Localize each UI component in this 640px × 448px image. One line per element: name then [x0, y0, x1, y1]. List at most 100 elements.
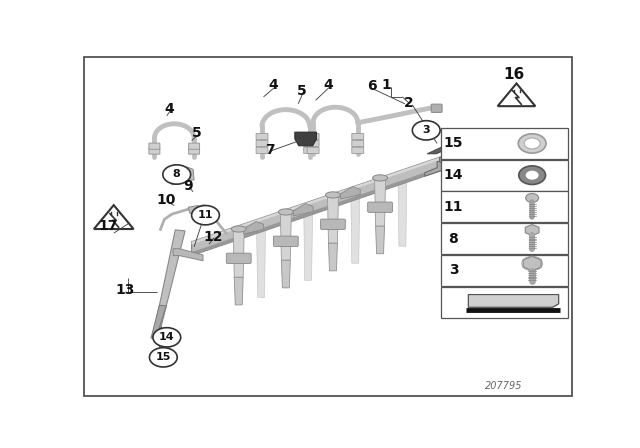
FancyBboxPatch shape	[441, 128, 568, 159]
Text: 3: 3	[422, 125, 430, 135]
Polygon shape	[234, 277, 243, 305]
Polygon shape	[398, 172, 407, 246]
Polygon shape	[191, 168, 440, 255]
Text: 8: 8	[449, 232, 458, 246]
Polygon shape	[340, 186, 360, 199]
Text: 11: 11	[444, 200, 463, 214]
FancyBboxPatch shape	[321, 219, 346, 229]
Polygon shape	[280, 214, 291, 260]
FancyBboxPatch shape	[367, 202, 392, 212]
Circle shape	[518, 134, 546, 153]
Ellipse shape	[278, 209, 293, 215]
Polygon shape	[440, 155, 447, 171]
FancyBboxPatch shape	[441, 223, 568, 254]
Text: 11: 11	[198, 210, 213, 220]
Text: 5: 5	[298, 84, 307, 98]
FancyBboxPatch shape	[441, 287, 568, 318]
FancyBboxPatch shape	[84, 56, 572, 396]
Polygon shape	[468, 294, 559, 307]
Text: 13: 13	[115, 283, 134, 297]
Polygon shape	[154, 230, 185, 332]
FancyBboxPatch shape	[256, 147, 268, 154]
Polygon shape	[173, 249, 203, 261]
FancyBboxPatch shape	[304, 134, 316, 140]
Polygon shape	[523, 256, 541, 271]
Circle shape	[150, 348, 177, 367]
Text: 2: 2	[404, 96, 413, 110]
Polygon shape	[191, 157, 440, 255]
Polygon shape	[328, 243, 337, 271]
FancyBboxPatch shape	[441, 255, 568, 286]
Circle shape	[163, 165, 191, 184]
Polygon shape	[293, 203, 313, 216]
Circle shape	[412, 121, 440, 140]
FancyBboxPatch shape	[304, 140, 316, 146]
Polygon shape	[376, 226, 385, 254]
FancyBboxPatch shape	[307, 140, 319, 146]
Polygon shape	[94, 205, 134, 229]
Polygon shape	[257, 223, 266, 297]
Polygon shape	[233, 231, 244, 277]
FancyBboxPatch shape	[352, 147, 364, 154]
Polygon shape	[455, 141, 463, 146]
Polygon shape	[188, 206, 200, 214]
Text: 1: 1	[381, 78, 392, 92]
Ellipse shape	[231, 226, 246, 232]
Polygon shape	[191, 157, 440, 245]
Ellipse shape	[372, 175, 388, 181]
Polygon shape	[172, 167, 194, 185]
FancyBboxPatch shape	[273, 236, 298, 246]
FancyBboxPatch shape	[441, 159, 568, 191]
Polygon shape	[304, 206, 312, 280]
Polygon shape	[428, 143, 457, 154]
Text: 15: 15	[156, 352, 171, 362]
Circle shape	[519, 166, 545, 185]
Polygon shape	[151, 305, 166, 339]
Text: 17: 17	[98, 219, 118, 233]
FancyBboxPatch shape	[227, 253, 251, 263]
Ellipse shape	[326, 192, 340, 198]
Text: 14: 14	[159, 332, 175, 342]
Text: 14: 14	[444, 168, 463, 182]
FancyBboxPatch shape	[189, 148, 200, 154]
Text: 7: 7	[265, 143, 275, 157]
FancyBboxPatch shape	[307, 147, 319, 154]
Polygon shape	[295, 132, 317, 146]
FancyBboxPatch shape	[352, 140, 364, 146]
Text: 207795: 207795	[485, 381, 523, 391]
Polygon shape	[244, 222, 264, 234]
Text: 10: 10	[156, 193, 175, 207]
Text: 4: 4	[164, 102, 174, 116]
FancyBboxPatch shape	[352, 134, 364, 140]
Circle shape	[525, 171, 539, 180]
FancyBboxPatch shape	[256, 140, 268, 146]
Text: 9: 9	[183, 179, 193, 193]
Text: 8: 8	[173, 169, 180, 180]
Circle shape	[153, 327, 180, 347]
Polygon shape	[374, 180, 385, 226]
FancyBboxPatch shape	[441, 191, 568, 223]
Polygon shape	[351, 189, 360, 263]
FancyBboxPatch shape	[431, 104, 442, 112]
Text: 16: 16	[504, 67, 525, 82]
Circle shape	[524, 138, 540, 149]
Text: 4: 4	[269, 78, 278, 92]
Polygon shape	[282, 260, 291, 288]
FancyBboxPatch shape	[189, 143, 200, 149]
Text: 6: 6	[367, 79, 376, 93]
Circle shape	[191, 206, 220, 225]
Text: 15: 15	[444, 137, 463, 151]
Polygon shape	[328, 197, 339, 243]
Polygon shape	[525, 224, 539, 236]
FancyBboxPatch shape	[149, 143, 160, 149]
FancyBboxPatch shape	[149, 148, 160, 154]
Polygon shape	[425, 161, 442, 176]
Text: 5: 5	[192, 126, 202, 140]
FancyBboxPatch shape	[307, 134, 319, 140]
Text: 3: 3	[449, 263, 458, 277]
FancyBboxPatch shape	[256, 134, 268, 140]
FancyBboxPatch shape	[304, 147, 316, 154]
Text: 4: 4	[323, 78, 333, 92]
Polygon shape	[498, 83, 535, 106]
Text: 12: 12	[203, 229, 223, 244]
